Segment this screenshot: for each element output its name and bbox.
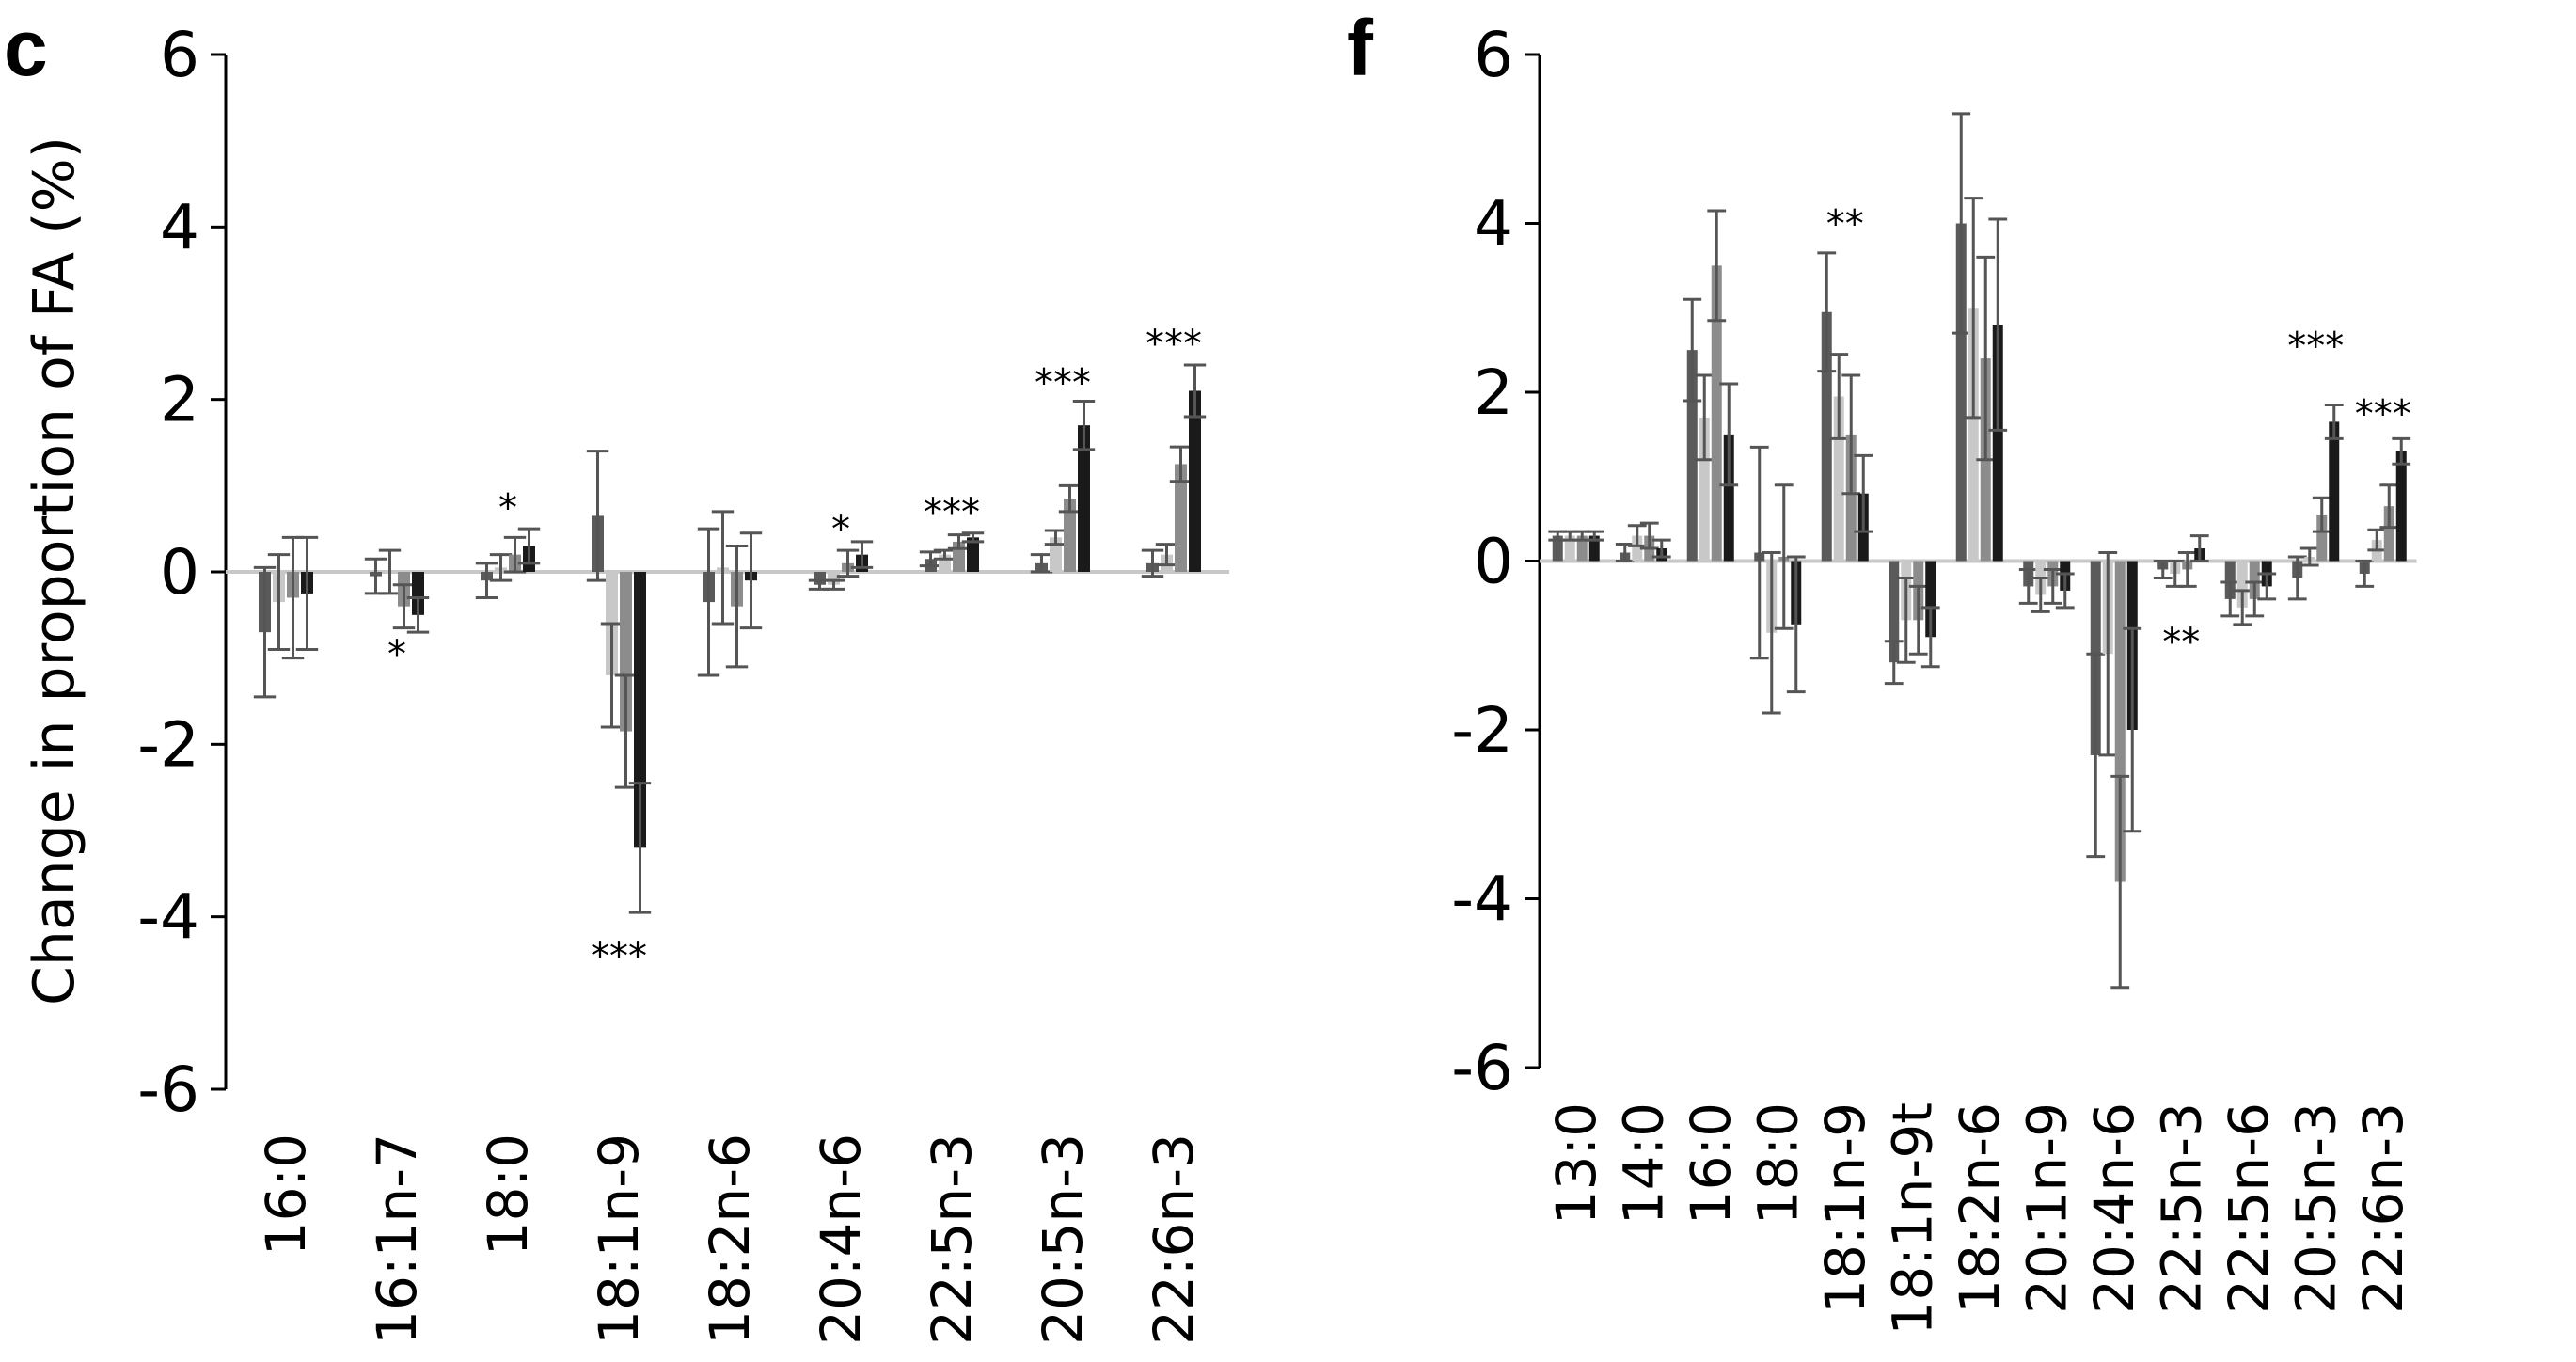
bar: [1968, 308, 1979, 562]
bar: [1992, 325, 2003, 562]
significance-label: ***: [591, 935, 647, 978]
y-tick-label: 2: [1474, 356, 1513, 429]
x-tick-label: 20:4n-6: [2082, 1102, 2146, 1314]
x-tick-label: 18:0: [1746, 1102, 1810, 1225]
significance-label: ***: [1146, 323, 1202, 366]
y-tick-label: 4: [160, 191, 199, 263]
y-tick-label: 4: [1474, 188, 1513, 261]
y-axis-title: Change in proportion of FA (%): [22, 136, 87, 1006]
bar: [2224, 561, 2236, 599]
x-tick-label: 18:1n-9t: [1880, 1102, 1944, 1336]
x-tick-label: 18:0: [476, 1133, 540, 1256]
x-tick-label: 20:1n-9: [2015, 1102, 2078, 1314]
bar: [2114, 561, 2126, 882]
bar: [1699, 417, 1710, 562]
x-tick-label: 16:1n-7: [365, 1133, 429, 1345]
chart-f: -6 -4 -2 0 2 4 6 13:0 14:0 16:0 18:0 18:1n-9 18:1n-9…: [1451, 19, 2417, 1336]
y-tick-label: -2: [137, 708, 199, 781]
bar: [1064, 499, 1076, 572]
x-tick-label: 22:6n-3: [2351, 1102, 2415, 1314]
bar: [1175, 464, 1187, 572]
x-tick-label: 18:2n-6: [698, 1133, 762, 1345]
bar: [1686, 350, 1698, 562]
y-tick-label: 6: [160, 19, 199, 91]
bar: [412, 572, 424, 615]
bar: [1632, 535, 1643, 562]
x-tick-label: 16:0: [1679, 1102, 1743, 1225]
bar: [1833, 396, 1844, 562]
y-tick-label: 2: [160, 364, 199, 436]
y-tick-label: -2: [1451, 694, 1513, 767]
y-tick-label: 6: [1474, 19, 1513, 91]
bar: [1588, 535, 1600, 562]
significance-label: *: [387, 633, 406, 676]
x-tick-label: 20:5n-3: [2284, 1102, 2347, 1314]
bar: [1845, 434, 1857, 562]
y-tick-label: -6: [137, 1053, 199, 1126]
x-tick-label: 18:1n-9: [587, 1133, 651, 1345]
x-tick-label: 13:0: [1544, 1102, 1608, 1225]
y-tick-label: -6: [1451, 1032, 1513, 1104]
bar: [2236, 561, 2248, 608]
y-tick-label: -4: [1451, 863, 1513, 936]
significance-label: ***: [924, 491, 980, 534]
x-tick-label: 18:2n-6: [1948, 1102, 2012, 1314]
bar: [634, 572, 646, 848]
x-tick-label: 20:5n-3: [1031, 1133, 1095, 1345]
bar: [1189, 390, 1201, 572]
bar: [2395, 451, 2407, 562]
y-tick-label: 0: [1474, 526, 1513, 598]
x-tick-label: 22:6n-3: [1142, 1133, 1206, 1345]
bar: [1711, 265, 1722, 562]
x-tick-label: 20:4n-6: [809, 1133, 873, 1345]
significance-label: **: [2162, 621, 2200, 664]
x-tick-label: 14:0: [1611, 1102, 1675, 1225]
bar: [1050, 537, 1062, 572]
bar: [620, 572, 632, 732]
y-tick-label: -4: [137, 881, 199, 954]
y-tick-label: 0: [160, 536, 199, 609]
significance-label: ***: [2355, 392, 2411, 436]
x-tick-label: 22:5n-3: [2149, 1102, 2213, 1314]
bar: [1925, 561, 1936, 638]
x-tick-label: 16:0: [254, 1133, 318, 1256]
panel-label-f: f: [1347, 4, 1374, 92]
panel-label-c: c: [4, 4, 48, 92]
bar: [967, 537, 979, 572]
bar: [1821, 311, 1832, 562]
bar: [2383, 506, 2394, 562]
significance-label: ***: [1035, 361, 1091, 404]
x-tick-label: 18:1n-9: [1813, 1102, 1877, 1314]
bar: [1723, 434, 1734, 562]
significance-label: **: [1826, 203, 1864, 246]
bar: [1955, 223, 1967, 562]
bar: [1564, 535, 1575, 562]
bar: [1552, 535, 1563, 562]
bar: [2316, 515, 2328, 562]
significance-label: *: [831, 508, 850, 551]
bar: [1576, 535, 1588, 562]
bar: [2249, 561, 2260, 599]
bar: [2329, 421, 2340, 562]
bar: [1889, 561, 1900, 663]
significance-label: ***: [2287, 325, 2344, 369]
bar: [1078, 425, 1090, 572]
significance-label: *: [498, 486, 517, 530]
chart-c: -6 -4 -2 0 2 4 6 16:0 16:1n-7 18:0 18:1n-9 18:2n-6 2…: [137, 19, 1229, 1345]
x-tick-label: 22:5n-3: [920, 1133, 984, 1345]
x-tick-label: 22:5n-6: [2217, 1102, 2281, 1314]
